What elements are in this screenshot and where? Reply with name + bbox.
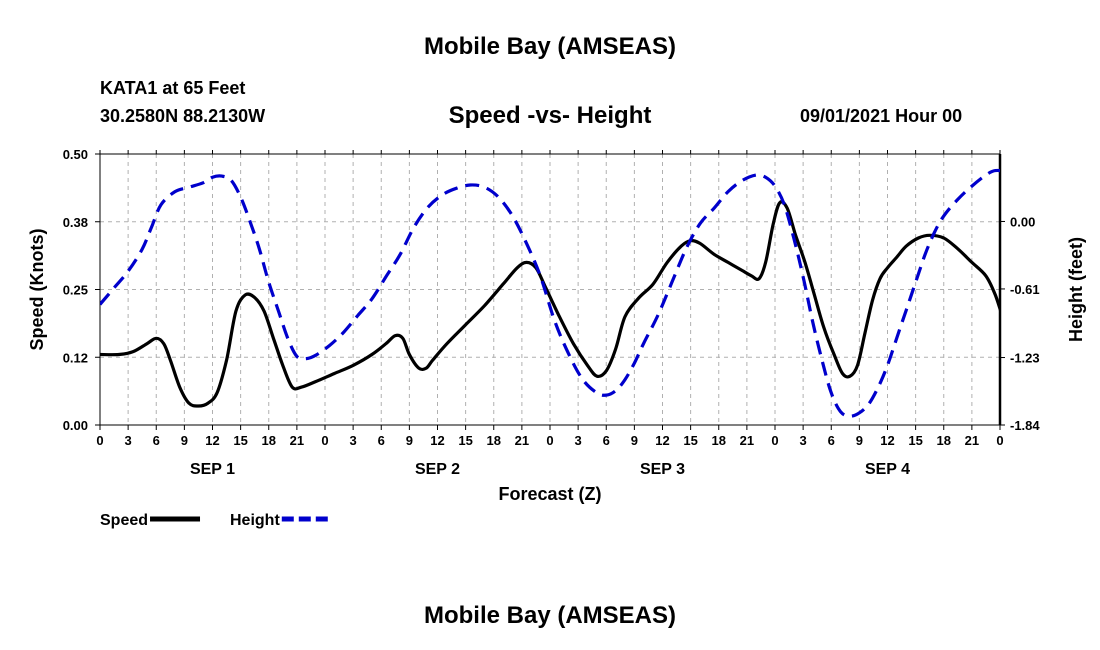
- y-left-tick-label: 0.50: [63, 147, 88, 162]
- x-tick-label: 9: [406, 433, 413, 448]
- x-tick-label: 0: [96, 433, 103, 448]
- station-label: KATA1 at 65 Feet: [100, 78, 246, 98]
- x-tick-label: 0: [771, 433, 778, 448]
- x-tick-label: 3: [575, 433, 582, 448]
- x-tick-label: 15: [683, 433, 697, 448]
- x-tick-label: 15: [458, 433, 472, 448]
- x-tick-label: 21: [965, 433, 979, 448]
- day-label: SEP 3: [640, 461, 685, 478]
- x-tick-label: 18: [262, 433, 276, 448]
- x-tick-label: 0: [321, 433, 328, 448]
- y-left-tick-label: 0.12: [63, 350, 88, 365]
- y-left-tick-label: 0.25: [63, 283, 88, 298]
- series-line-speed: [100, 200, 1000, 408]
- y-left-tick-label: 0.00: [63, 418, 88, 433]
- x-tick-label: 6: [153, 433, 160, 448]
- forecast-datetime: 09/01/2021 Hour 00: [800, 106, 963, 126]
- x-tick-label: 0: [546, 433, 553, 448]
- legend-label-speed: Speed: [100, 512, 148, 529]
- day-label: SEP 2: [415, 461, 460, 478]
- x-tick-label: 18: [712, 433, 726, 448]
- x-tick-label: 0: [996, 433, 1003, 448]
- y-right-tick-label: 0.00: [1010, 214, 1035, 229]
- x-tick-label: 9: [181, 433, 188, 448]
- y-right-tick-label: -1.23: [1010, 351, 1040, 366]
- day-label: SEP 1: [190, 461, 235, 478]
- x-tick-label: 21: [515, 433, 529, 448]
- x-tick-label: 15: [908, 433, 922, 448]
- x-tick-label: 6: [378, 433, 385, 448]
- x-tick-label: 18: [937, 433, 951, 448]
- x-tick-label: 9: [631, 433, 638, 448]
- x-tick-label: 21: [740, 433, 754, 448]
- x-tick-label: 12: [655, 433, 669, 448]
- series-line-height: [100, 168, 1000, 418]
- y-right-tick-label: -0.61: [1010, 282, 1040, 297]
- x-axis-label: Forecast (Z): [498, 484, 601, 504]
- y-left-tick-label: 0.38: [63, 215, 88, 230]
- bottom-title: Mobile Bay (AMSEAS): [423, 602, 677, 629]
- x-tick-label: 6: [828, 433, 835, 448]
- x-tick-label: 3: [350, 433, 357, 448]
- y-right-tick-label: -1.84: [1010, 418, 1040, 433]
- x-tick-label: 18: [487, 433, 501, 448]
- x-tick-label: 15: [233, 433, 247, 448]
- x-tick-label: 6: [603, 433, 610, 448]
- y-right-axis-label: Height (feet): [1066, 237, 1086, 342]
- station-coords: 30.2580N 88.2130W: [100, 106, 266, 126]
- top-title: Mobile Bay (AMSEAS): [423, 33, 677, 60]
- chart-title: Speed -vs- Height: [448, 102, 652, 129]
- x-tick-label: 12: [880, 433, 894, 448]
- x-tick-label: 21: [290, 433, 304, 448]
- legend-label-height: Height: [230, 512, 280, 529]
- day-label: SEP 4: [865, 461, 910, 478]
- x-tick-label: 12: [430, 433, 444, 448]
- y-left-axis-label: Speed (Knots): [27, 228, 47, 350]
- x-tick-label: 12: [205, 433, 219, 448]
- x-tick-label: 3: [800, 433, 807, 448]
- x-tick-label: 3: [125, 433, 132, 448]
- x-tick-label: 9: [856, 433, 863, 448]
